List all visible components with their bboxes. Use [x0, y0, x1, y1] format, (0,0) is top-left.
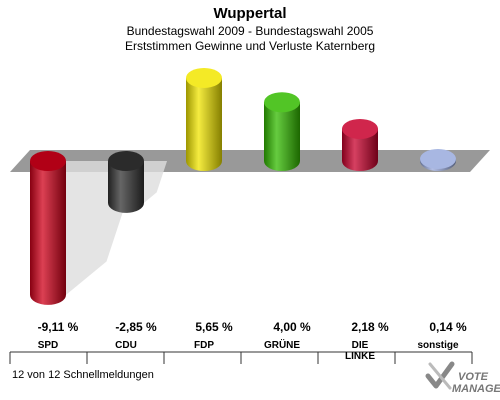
bar-body — [30, 161, 66, 305]
bar-cap — [342, 118, 378, 139]
category-label: sonstige — [417, 340, 459, 351]
chart-subtitle-2: Erststimmen Gewinne und Verluste Katernb… — [125, 39, 375, 53]
category-label: GRÜNE — [264, 338, 300, 351]
bar-body — [342, 128, 378, 171]
bar — [108, 151, 144, 213]
vote-manager-logo: VOTE MANAGER — [425, 361, 500, 395]
bar-body — [186, 77, 222, 171]
value-label: 4,00 % — [273, 320, 311, 334]
chart-subtitle-1: Bundestagswahl 2009 - Bundestagswahl 200… — [127, 24, 374, 38]
bar-body — [108, 161, 144, 213]
value-label: -2,85 % — [115, 320, 157, 334]
category-label: CDU — [115, 340, 137, 351]
bar — [264, 92, 300, 171]
bar-body — [264, 102, 300, 171]
footer-note: 12 von 12 Schnellmeldungen — [12, 369, 154, 381]
bar — [420, 148, 456, 171]
chart-title: Wuppertal — [213, 5, 286, 22]
bar-cap — [30, 151, 66, 171]
bar — [30, 151, 66, 305]
logo-text-manager: MANAGER — [452, 383, 500, 395]
checkmark-icon — [425, 361, 455, 390]
category-label: LINKE — [345, 351, 375, 362]
bar — [186, 67, 222, 171]
value-label: 0,14 % — [429, 320, 467, 334]
category-label: FDP — [194, 340, 214, 351]
value-label: 2,18 % — [351, 320, 389, 334]
bar-cap — [186, 67, 222, 88]
value-label: 5,65 % — [195, 320, 233, 334]
logo-text-vote: VOTE — [458, 371, 489, 383]
bars — [30, 67, 456, 305]
bar — [342, 118, 378, 171]
bar-cap — [264, 92, 300, 113]
bar-shadow — [144, 161, 168, 203]
x-axis-ticks — [9, 352, 473, 364]
value-label: -9,11 % — [38, 320, 79, 334]
category-label: DIE — [352, 340, 369, 351]
value-labels: -9,11 % -2,85 % 5,65 % 4,00 % 2,18 % 0,14 % — [38, 320, 467, 334]
bar-cap — [108, 151, 144, 171]
bar-cap — [420, 148, 456, 169]
category-label: SPD — [38, 340, 59, 351]
